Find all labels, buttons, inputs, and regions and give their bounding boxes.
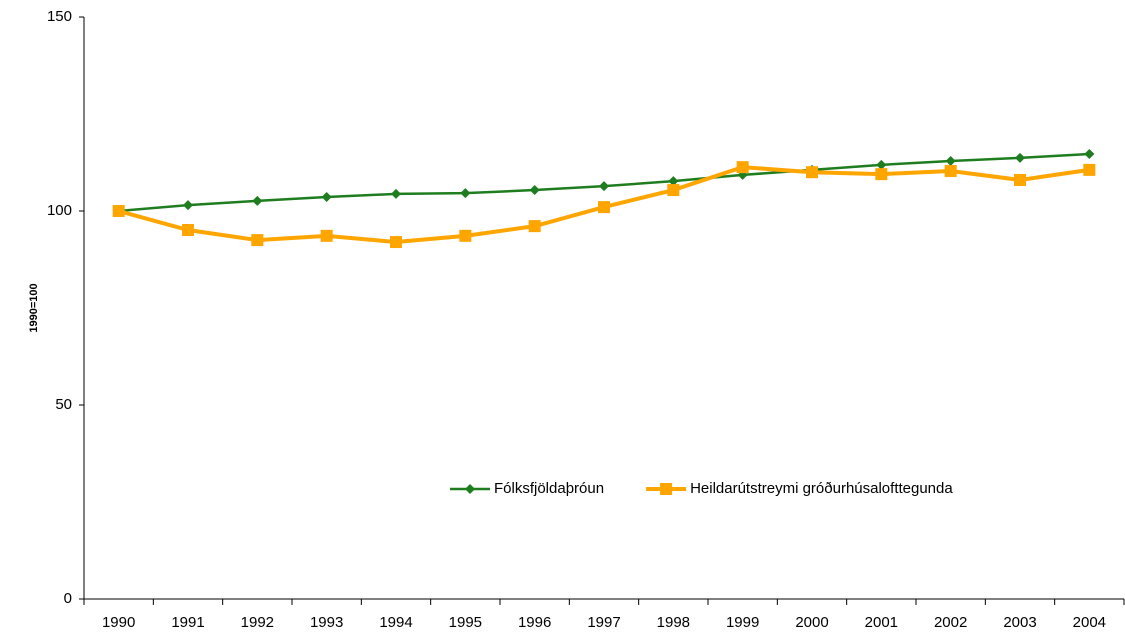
marker <box>736 161 749 174</box>
marker <box>459 229 472 242</box>
x-tick-label: 2002 <box>934 614 967 631</box>
x-tick-label: 2003 <box>1003 614 1036 631</box>
marker <box>1015 152 1025 163</box>
x-tick-label: 1997 <box>587 614 620 631</box>
legend-label: Heildarútstreymi gróðurhúsalofttegunda <box>690 480 953 497</box>
marker <box>945 155 956 166</box>
marker <box>251 234 264 247</box>
marker <box>391 188 401 199</box>
x-tick-label: 1995 <box>449 614 482 631</box>
x-tick-label: 1992 <box>241 614 274 631</box>
marker <box>252 195 263 206</box>
marker <box>529 185 540 196</box>
marker <box>876 159 887 170</box>
x-tick-label: 1991 <box>171 614 204 631</box>
legend-label: Fólksfjöldaþróun <box>494 480 604 497</box>
marker <box>806 166 818 179</box>
x-tick-label: 1998 <box>657 614 690 631</box>
x-tick-label: 1990 <box>102 614 135 631</box>
marker <box>528 220 541 233</box>
marker <box>944 165 957 178</box>
marker <box>183 200 193 211</box>
x-tick-label: 1996 <box>518 614 551 631</box>
marker <box>660 483 673 495</box>
x-tick-label: 1994 <box>379 614 412 631</box>
marker <box>112 205 125 217</box>
marker <box>667 184 680 197</box>
marker <box>599 181 609 192</box>
y-axis-label: 1990=100 <box>28 283 40 332</box>
marker <box>182 224 194 237</box>
marker <box>668 176 679 187</box>
x-tick-label: 2000 <box>795 614 828 631</box>
marker <box>460 188 471 199</box>
y-tick-label: 50 <box>55 396 72 413</box>
marker <box>465 484 475 494</box>
marker <box>1084 148 1095 159</box>
marker <box>875 168 888 181</box>
y-tick-label: 100 <box>47 202 72 219</box>
x-tick-label: 1993 <box>310 614 343 631</box>
marker <box>320 229 333 242</box>
marker <box>1083 163 1096 176</box>
marker <box>1014 173 1026 186</box>
marker <box>598 201 610 214</box>
marker <box>390 236 402 249</box>
marker <box>321 192 332 203</box>
x-tick-label: 2004 <box>1073 614 1106 631</box>
y-tick-label: 150 <box>47 8 72 25</box>
y-tick-label: 0 <box>64 590 72 607</box>
x-tick-label: 2001 <box>865 614 898 631</box>
x-tick-label: 1999 <box>726 614 759 631</box>
